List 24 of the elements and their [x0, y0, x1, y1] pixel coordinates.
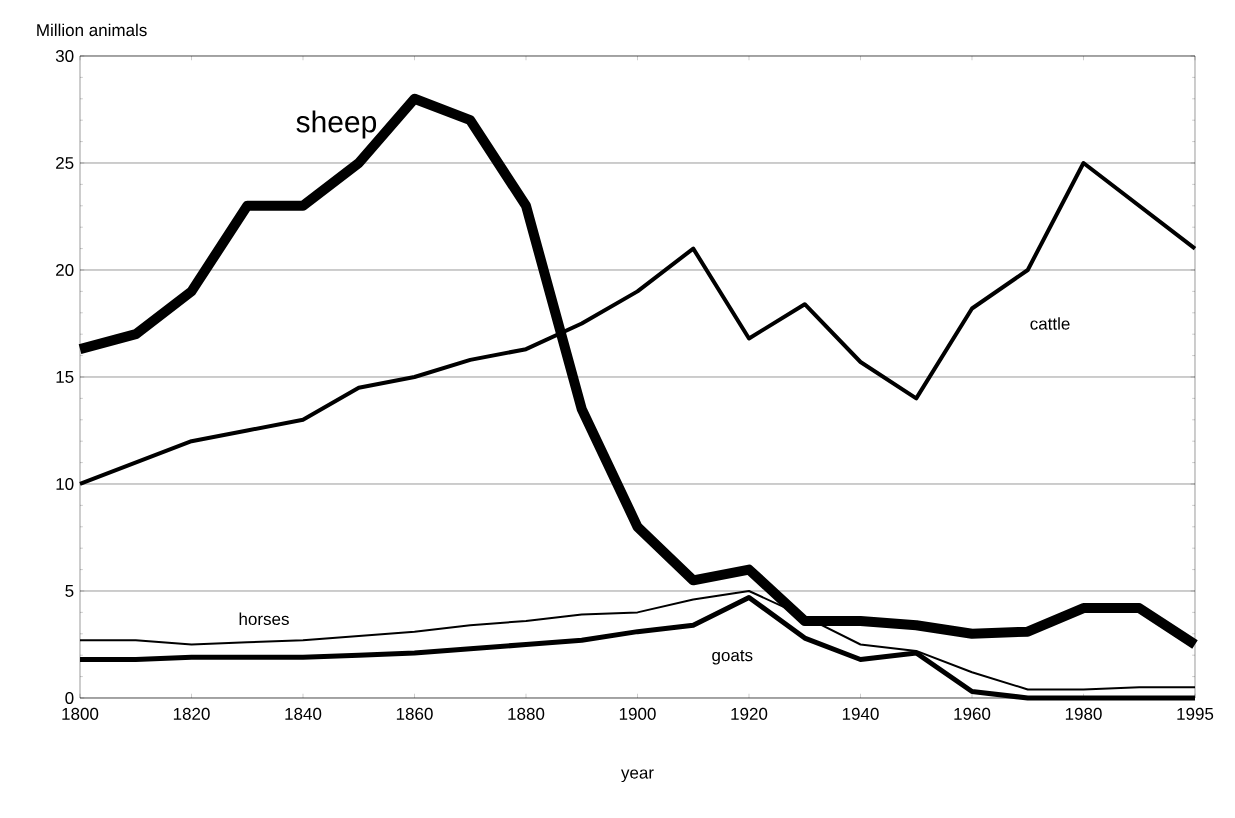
x-tick-label: 1860: [396, 707, 433, 720]
x-tick-label: 1900: [619, 707, 656, 720]
y-tick-label: 10: [56, 477, 74, 491]
y-tick-label: 20: [56, 263, 74, 277]
series-label: goats: [712, 650, 753, 665]
series-label: sheep: [296, 110, 377, 139]
x-tick-label: 1800: [62, 707, 99, 720]
x-tick-label: 1820: [173, 707, 210, 720]
x-tick-label: 1960: [954, 707, 991, 720]
x-tick-label: 1980: [1065, 707, 1102, 720]
x-tick-label: 1920: [731, 707, 768, 720]
y-tick-label: 15: [56, 371, 74, 383]
x-tick-label: 1840: [285, 707, 322, 720]
x-tick-label: 1940: [842, 707, 879, 720]
series-label: horses: [239, 612, 289, 626]
x-tick-label: 1995: [1177, 707, 1214, 720]
y-tick-label: 25: [56, 156, 74, 170]
y-tick-label: 30: [55, 49, 74, 63]
y-tick-label: 5: [65, 585, 74, 597]
x-tick-label: 1880: [508, 707, 545, 720]
text: cattle: [1030, 317, 1070, 330]
y-tick-label: 0: [65, 691, 74, 705]
x-axis-title: year: [621, 769, 654, 783]
y-axis-title: Million animals: [37, 23, 147, 37]
